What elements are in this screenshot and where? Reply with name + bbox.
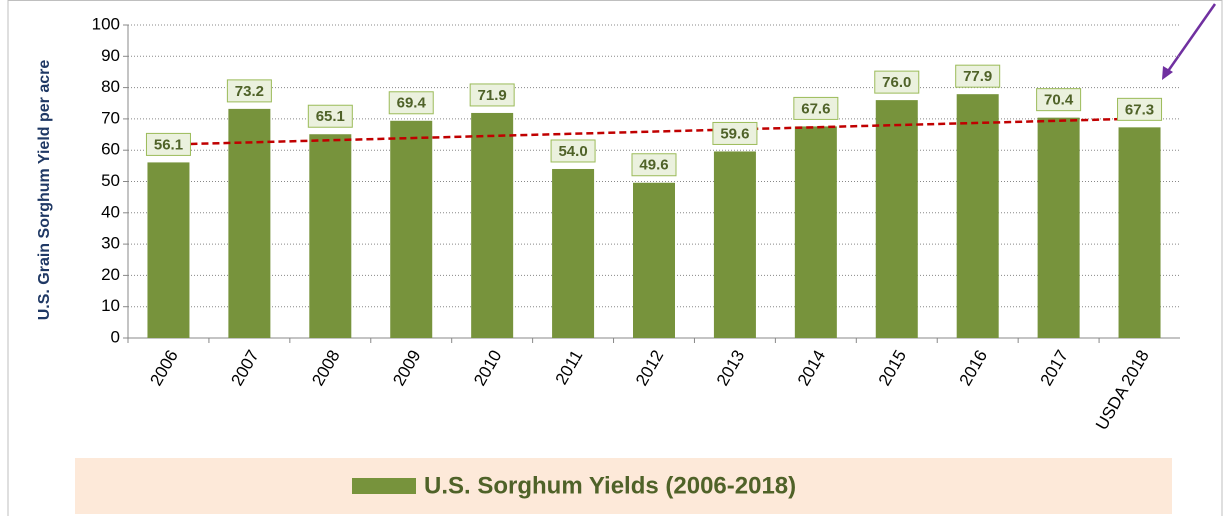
legend-box <box>75 458 1172 514</box>
value-label: 69.4 <box>397 95 427 112</box>
value-label: 67.6 <box>801 100 830 117</box>
bar <box>471 112 514 338</box>
x-tick-label: 2017 <box>1037 347 1072 389</box>
x-tick-label: 2008 <box>308 347 343 389</box>
x-tick-label: 2015 <box>875 347 910 389</box>
value-label-box <box>793 96 839 120</box>
trend-line <box>168 117 1140 146</box>
value-label: 59.6 <box>720 125 749 142</box>
bar <box>633 182 675 338</box>
value-label: 49.6 <box>639 157 668 174</box>
bar <box>228 108 271 338</box>
value-label-box <box>226 79 272 103</box>
bar <box>552 168 595 338</box>
value-label-box <box>1117 97 1163 121</box>
value-label: 67.3 <box>1125 101 1154 118</box>
y-tick-label: 90 <box>101 46 120 65</box>
bar <box>147 162 190 338</box>
legend-label: U.S. Sorghum Yields (2006-2018) <box>424 472 796 499</box>
arrow <box>1164 3 1217 75</box>
x-tick-label: 2009 <box>389 347 424 389</box>
value-label-box <box>388 91 434 115</box>
arrow-head <box>1162 66 1173 80</box>
x-tick-label: 2007 <box>227 347 262 389</box>
bar <box>1118 127 1161 338</box>
y-axis-label: U.S. Grain Sorghum Yield per acre <box>36 60 53 321</box>
bar <box>309 134 352 338</box>
y-tick-label: 30 <box>101 234 120 253</box>
y-tick-label: 100 <box>92 14 120 33</box>
value-label: 70.4 <box>1044 92 1074 109</box>
value-label: 56.1 <box>154 136 183 153</box>
x-tick-label: 2011 <box>552 347 587 388</box>
y-tick-label: 10 <box>101 296 120 315</box>
value-label-box <box>1036 88 1082 112</box>
x-tick-label: 2010 <box>470 347 505 389</box>
value-label-box <box>631 153 677 177</box>
bar <box>794 126 837 338</box>
x-tick-label: USDA 2018 <box>1092 347 1153 433</box>
y-tick-label: 20 <box>101 265 120 284</box>
y-tick-label: 80 <box>101 77 120 96</box>
value-label-box <box>955 64 1001 88</box>
y-tick-label: 0 <box>111 327 120 346</box>
value-label-box <box>712 121 758 145</box>
bar <box>956 94 999 338</box>
value-label-box <box>307 104 353 128</box>
x-tick-label: 2013 <box>713 347 748 389</box>
y-tick-label: 50 <box>101 171 120 190</box>
value-label: 65.1 <box>316 108 345 125</box>
y-tick-label: 60 <box>101 140 120 159</box>
value-label-box <box>874 70 920 94</box>
y-tick-label: 40 <box>101 202 120 221</box>
bar <box>713 151 756 338</box>
x-tick-label: 2016 <box>956 347 991 389</box>
bar <box>1037 117 1080 338</box>
bar <box>390 120 433 338</box>
legend-swatch <box>352 478 416 494</box>
x-tick-label: 2006 <box>146 347 181 389</box>
value-label: 77.9 <box>963 68 992 85</box>
value-label-box <box>550 139 596 163</box>
value-label: 54.0 <box>558 143 587 160</box>
value-label-box <box>145 132 191 156</box>
value-label: 73.2 <box>235 83 264 100</box>
value-label-box <box>469 83 515 107</box>
bar <box>875 100 918 339</box>
y-tick-label: 70 <box>101 108 120 127</box>
frame <box>7 0 1223 516</box>
value-label: 71.9 <box>478 87 507 104</box>
x-tick-label: 2012 <box>632 347 667 389</box>
value-label: 76.0 <box>882 74 911 91</box>
x-tick-label: 2014 <box>794 347 829 389</box>
